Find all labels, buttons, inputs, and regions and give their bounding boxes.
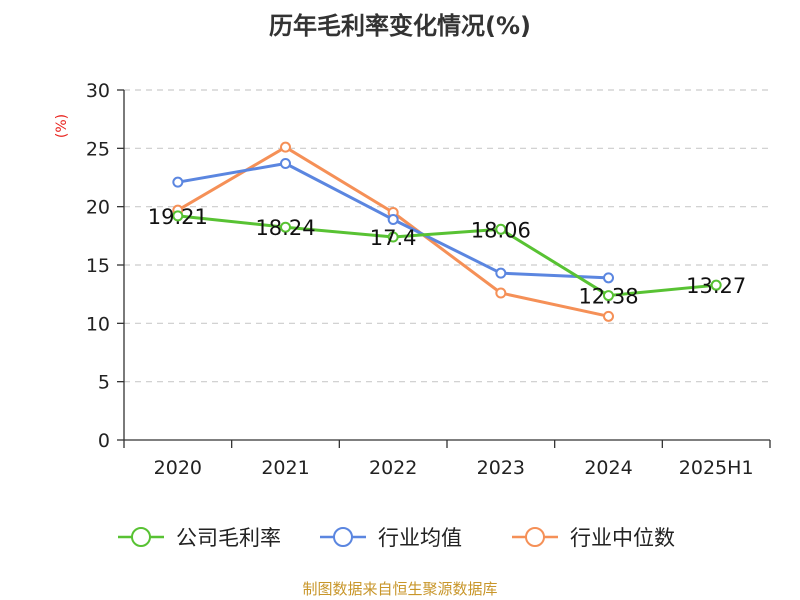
data-point [387,231,399,243]
data-point [710,279,722,291]
legend-label: 行业均值 [378,526,462,550]
x-tick-label: 2025H1 [679,457,754,479]
data-point [172,176,184,188]
series-line [177,214,717,298]
data-point [603,272,614,284]
data-point [280,141,291,153]
y-tick-label: 15 [86,255,110,277]
legend-label: 行业中位数 [570,526,675,550]
data-label: 18.06 [471,218,531,242]
x-tick-label: 2020 [154,457,202,479]
data-label: 13.27 [686,274,746,298]
data-point [280,158,291,169]
x-tick-label: 2024 [584,457,632,479]
data-point [603,290,614,302]
y-tick-label: 30 [86,80,110,102]
y-tick-label: 25 [86,138,110,160]
data-label: 18.24 [255,216,315,240]
data-point [387,214,399,225]
legend-marker [131,527,151,547]
data-point [495,223,507,235]
y-tick-label: 5 [98,372,110,394]
data-point [495,267,507,279]
data-label: 19.21 [148,205,208,229]
y-tick-label: 20 [86,197,110,219]
data-label: 12.38 [578,285,638,309]
x-tick-label: 2022 [369,457,417,479]
chart-title: 历年毛利率变化情况(%) [269,12,531,40]
data-point [280,221,291,233]
legend-marker [333,527,353,547]
x-tick-label: 2021 [261,457,309,479]
y-tick-label: 0 [98,430,110,452]
data-point [603,310,614,322]
y-tick-label: 10 [86,313,110,335]
y-axis-label: (%) [54,114,70,138]
x-tick-label: 2023 [477,457,525,479]
data-label: 17.4 [370,226,417,250]
source-note: 制图数据来自恒生聚源数据库 [302,580,498,598]
legend-marker [525,527,545,547]
legend-label: 公司毛利率 [176,526,281,550]
data-point [495,287,507,299]
data-point [172,210,184,222]
